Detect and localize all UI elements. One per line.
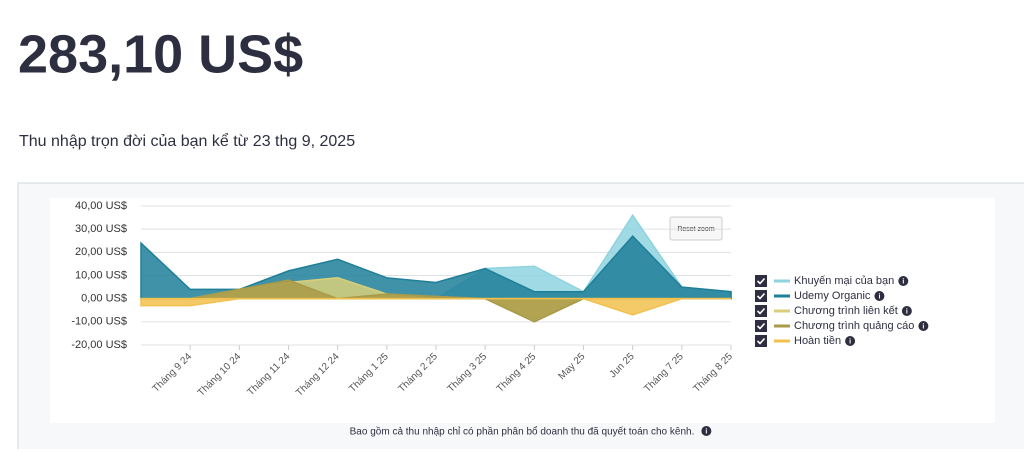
footnote: Bao gồm cả thu nhập chỉ có phần phân bổ … [350,426,695,438]
info-glyph: i [906,308,908,315]
info-glyph: i [902,278,904,285]
checkmark [756,292,766,300]
info-icon [918,321,929,331]
y-tick-label: 0,00 US$ [81,293,127,305]
info-glyph: i [922,323,924,330]
legend-item[interactable]: Chương trình quảng cáo [755,320,914,332]
info-glyph: i [878,293,880,300]
checkmark [756,322,766,330]
reset-zoom-button[interactable]: Reset zoom [669,216,723,241]
checkmark [756,277,766,285]
y-tick-label: 30,00 US$ [75,223,127,235]
info-glyph: i [849,338,851,345]
y-tick-label: 10,00 US$ [75,269,127,281]
legend-item[interactable]: Hoàn tiền [755,335,841,347]
checkmark [756,307,766,315]
legend-checkbox[interactable] [755,335,767,347]
earnings-total: 283,10 US$ [18,24,303,84]
legend-checkbox[interactable] [755,290,767,302]
checkmark [756,337,766,345]
info-icon [898,276,909,286]
earnings-subtitle: Thu nhập trọn đời của bạn kể từ 23 thg 9… [19,132,355,150]
legend-checkbox[interactable] [755,275,767,287]
button-box[interactable] [669,216,723,241]
legend-label: Udemy Organic [794,290,871,302]
info-icon [874,291,885,301]
y-tick-label: -10,00 US$ [71,316,127,328]
info-icon [901,306,912,316]
legend-item[interactable]: Udemy Organic [755,290,871,302]
legend-checkbox[interactable] [755,320,767,332]
y-tick-label: 20,00 US$ [75,246,127,258]
y-tick-label: 40,00 US$ [75,200,127,212]
legend-label: Khuyến mại của bạn [794,275,894,287]
legend-item[interactable]: Khuyến mại của bạn [755,275,894,287]
legend-checkbox[interactable] [755,305,767,317]
y-tick-label: -20,00 US$ [71,339,127,351]
area [140,297,731,316]
legend-label: Chương trình liên kết [794,305,898,317]
info-icon [701,426,712,436]
legend-label: Chương trình quảng cáo [794,320,914,332]
info-icon [845,336,856,346]
info-glyph: i [705,428,707,435]
legend-label: Hoàn tiền [794,335,841,347]
legend-item[interactable]: Chương trình liên kết [755,305,898,317]
